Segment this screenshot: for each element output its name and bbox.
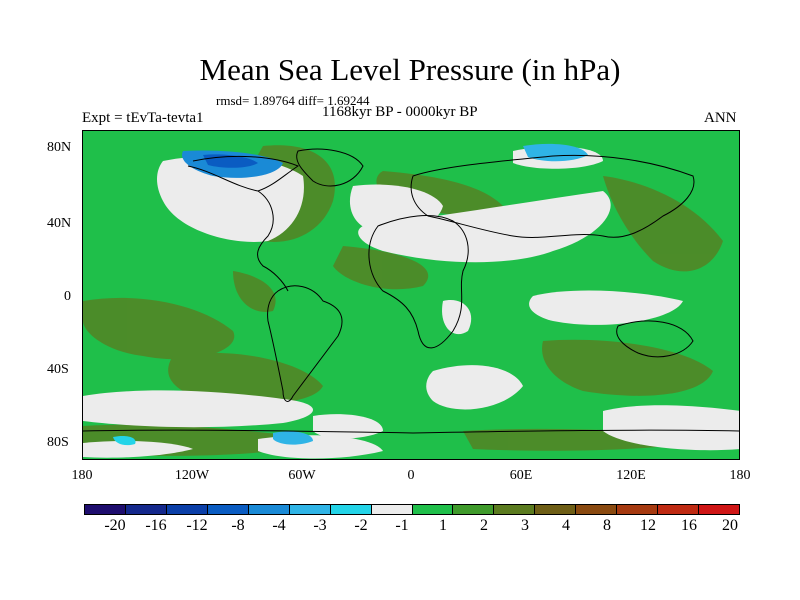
lat-label-80n: 80N: [47, 140, 72, 155]
colorbar-label: -20: [104, 517, 126, 534]
colorbar-swatch: [289, 505, 331, 514]
colorbar-swatch: [453, 505, 495, 514]
lat-label-40s: 40S: [47, 362, 69, 377]
colorbar-label: -12: [186, 517, 208, 534]
colorbar-swatch: [699, 505, 739, 514]
experiment-label: Expt = tEvTa-tevta1: [82, 110, 204, 126]
lon-label-60e: 60E: [509, 468, 533, 483]
colorbar-swatch: [207, 505, 249, 514]
period-label: 1168kyr BP - 0000kyr BP: [322, 104, 478, 120]
colorbar-label: 16: [681, 517, 697, 534]
colorbar-label: 8: [603, 517, 611, 534]
colorbar-swatch: [494, 505, 536, 514]
colorbar-swatch: [371, 505, 413, 514]
lat-label-80s: 80S: [47, 435, 69, 450]
colorbar: [84, 504, 740, 515]
colorbar-swatch: [535, 505, 577, 514]
chart-title: Mean Sea Level Pressure (in hPa): [199, 52, 621, 87]
pressure-map: [82, 130, 740, 460]
colorbar-label: 12: [640, 517, 656, 534]
colorbar-swatch: [330, 505, 372, 514]
lat-label-eq: 0: [64, 289, 71, 304]
colorbar-label: 3: [521, 517, 529, 534]
map-svg: [83, 131, 739, 459]
colorbar-label: -3: [313, 517, 327, 534]
colorbar-swatch: [576, 505, 618, 514]
colorbar-label: 4: [562, 517, 570, 534]
colorbar-label: -4: [272, 517, 286, 534]
colorbar-swatch: [166, 505, 208, 514]
colorbar-label: -16: [145, 517, 167, 534]
colorbar-label: 1: [439, 517, 447, 534]
lon-label-120e: 120E: [616, 468, 646, 483]
coastlines: [83, 148, 739, 434]
colorbar-swatch: [412, 505, 454, 514]
colorbar-label: -2: [354, 517, 368, 534]
lon-label-60w: 60W: [288, 468, 316, 483]
lon-label-180w: 180: [71, 468, 93, 483]
lon-label-120w: 120W: [174, 468, 210, 483]
colorbar-label: 20: [722, 517, 738, 534]
lon-label-0: 0: [407, 468, 415, 483]
lon-label-180e: 180: [729, 468, 751, 483]
lat-label-40n: 40N: [47, 216, 72, 231]
colorbar-label: -1: [395, 517, 409, 534]
colorbar-swatch: [248, 505, 290, 514]
season-label: ANN: [704, 110, 737, 126]
colorbar-swatch: [85, 505, 126, 514]
colorbar-label: -8: [231, 517, 245, 534]
colorbar-swatch: [125, 505, 167, 514]
colorbar-label: 2: [480, 517, 488, 534]
stats-line: rmsd= 1.89764 diff= 1.69244: [216, 93, 370, 108]
colorbar-swatch: [617, 505, 659, 514]
colorbar-swatch: [658, 505, 700, 514]
